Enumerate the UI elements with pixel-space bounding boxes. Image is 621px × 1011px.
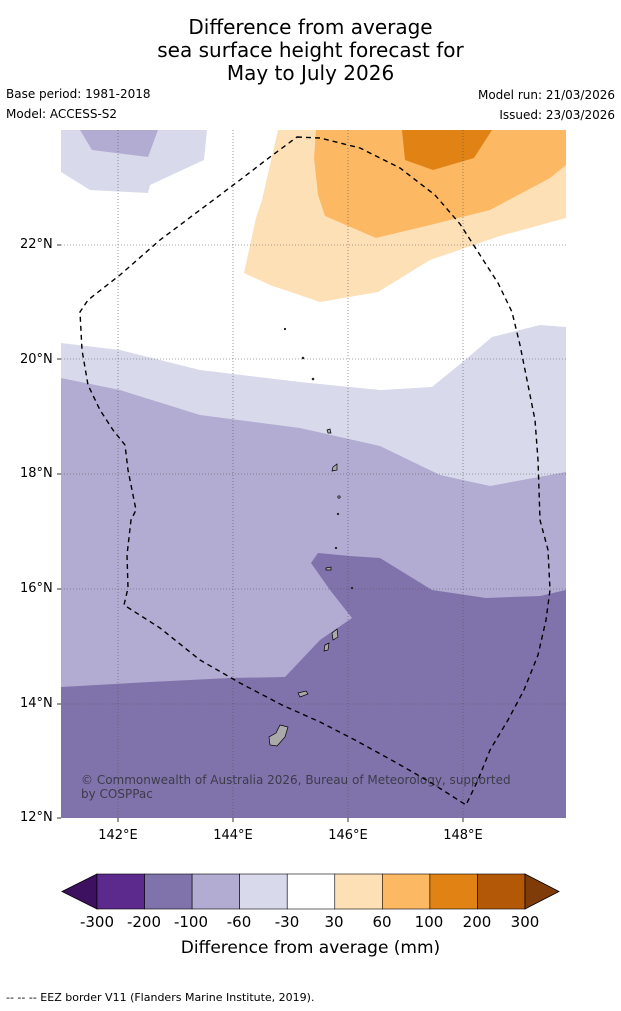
island-anatahan	[325, 566, 332, 571]
colorbar-segment	[144, 873, 193, 910]
colorbar-segment	[382, 873, 431, 910]
island-farallon-de-medinilla	[350, 586, 354, 590]
island-saipan	[331, 628, 339, 641]
colorbar-tick-label: -30	[274, 913, 300, 931]
colorbar-segment	[477, 873, 526, 910]
colorbar-segment	[334, 873, 383, 910]
eez-border-line	[79, 136, 551, 807]
lat-label-12n: 12°N	[20, 810, 53, 825]
colorbar-segment	[286, 873, 336, 910]
colorbar-tick-label: -60	[226, 913, 252, 931]
colorbar-extend-high	[524, 873, 560, 910]
copyright-text: © Commonwealth of Australia 2026, Bureau…	[81, 773, 511, 801]
colorbar-extend-low	[61, 873, 98, 910]
base-period-text: Base period: 1981-2018	[6, 87, 151, 101]
island-maug	[301, 356, 305, 360]
lon-label-142e: 142°E	[98, 828, 138, 843]
colorbar-tick-label: 60	[372, 913, 392, 931]
colorbar-tick-label: 100	[414, 913, 444, 931]
island-farallon-de-pajaros	[283, 327, 287, 331]
lat-label-22n: 22°N	[20, 237, 53, 252]
colorbar-tick-label: 200	[462, 913, 492, 931]
lat-label-20n: 20°N	[20, 352, 53, 367]
eez-legend-text: -- -- -- EEZ border V11 (Flanders Marine…	[6, 991, 315, 1004]
colorbar-tick-label: 30	[324, 913, 344, 931]
model-text: Model: ACCESS-S2	[6, 107, 118, 121]
island-guguan	[336, 512, 340, 516]
contour-plus100	[402, 130, 492, 170]
lon-label-144e: 144°E	[213, 828, 253, 843]
lat-label-14n: 14°N	[20, 696, 53, 711]
lat-ticks	[57, 244, 61, 819]
island-guam	[268, 724, 289, 747]
island-agrihan	[326, 428, 332, 434]
lon-label-148e: 148°E	[443, 828, 483, 843]
colorbar-tick-label: -200	[126, 913, 162, 931]
island-sarigan	[334, 546, 338, 550]
colorbar-segment	[191, 873, 240, 910]
lat-label-16n: 16°N	[20, 581, 53, 596]
issued-text: Issued: 23/03/2026	[499, 108, 615, 122]
island-asuncion	[311, 377, 315, 381]
islands	[268, 327, 354, 747]
colorbar-segment	[239, 873, 288, 910]
colorbar-segment	[429, 873, 478, 910]
island-alamagan	[337, 495, 341, 499]
map-area	[61, 130, 566, 818]
lon-label-146e: 146°E	[328, 828, 368, 843]
island-tinian	[323, 642, 330, 652]
colorbar-tick-label: -300	[79, 913, 115, 931]
island-pagan	[331, 463, 338, 472]
map-title: Difference from average sea surface heig…	[0, 16, 621, 85]
colorbar-label: Difference from average (mm)	[180, 938, 441, 958]
contour-minus100-band	[61, 553, 566, 818]
colorbar-segment	[96, 873, 145, 910]
gridlines	[61, 130, 566, 818]
colorbar-tick-label: -100	[173, 913, 209, 931]
contour-minus60-north	[80, 130, 158, 157]
title-line-3: May to July 2026	[226, 61, 395, 85]
lat-label-18n: 18°N	[20, 466, 53, 481]
colorbar	[61, 873, 560, 910]
island-rota	[297, 690, 309, 698]
lon-ticks	[117, 818, 464, 822]
colorbar-tick-label: 300	[510, 913, 540, 931]
model-run-text: Model run: 21/03/2026	[477, 88, 615, 102]
title-line-1: Difference from average	[188, 15, 433, 39]
title-line-2: sea surface height forecast for	[157, 38, 464, 62]
